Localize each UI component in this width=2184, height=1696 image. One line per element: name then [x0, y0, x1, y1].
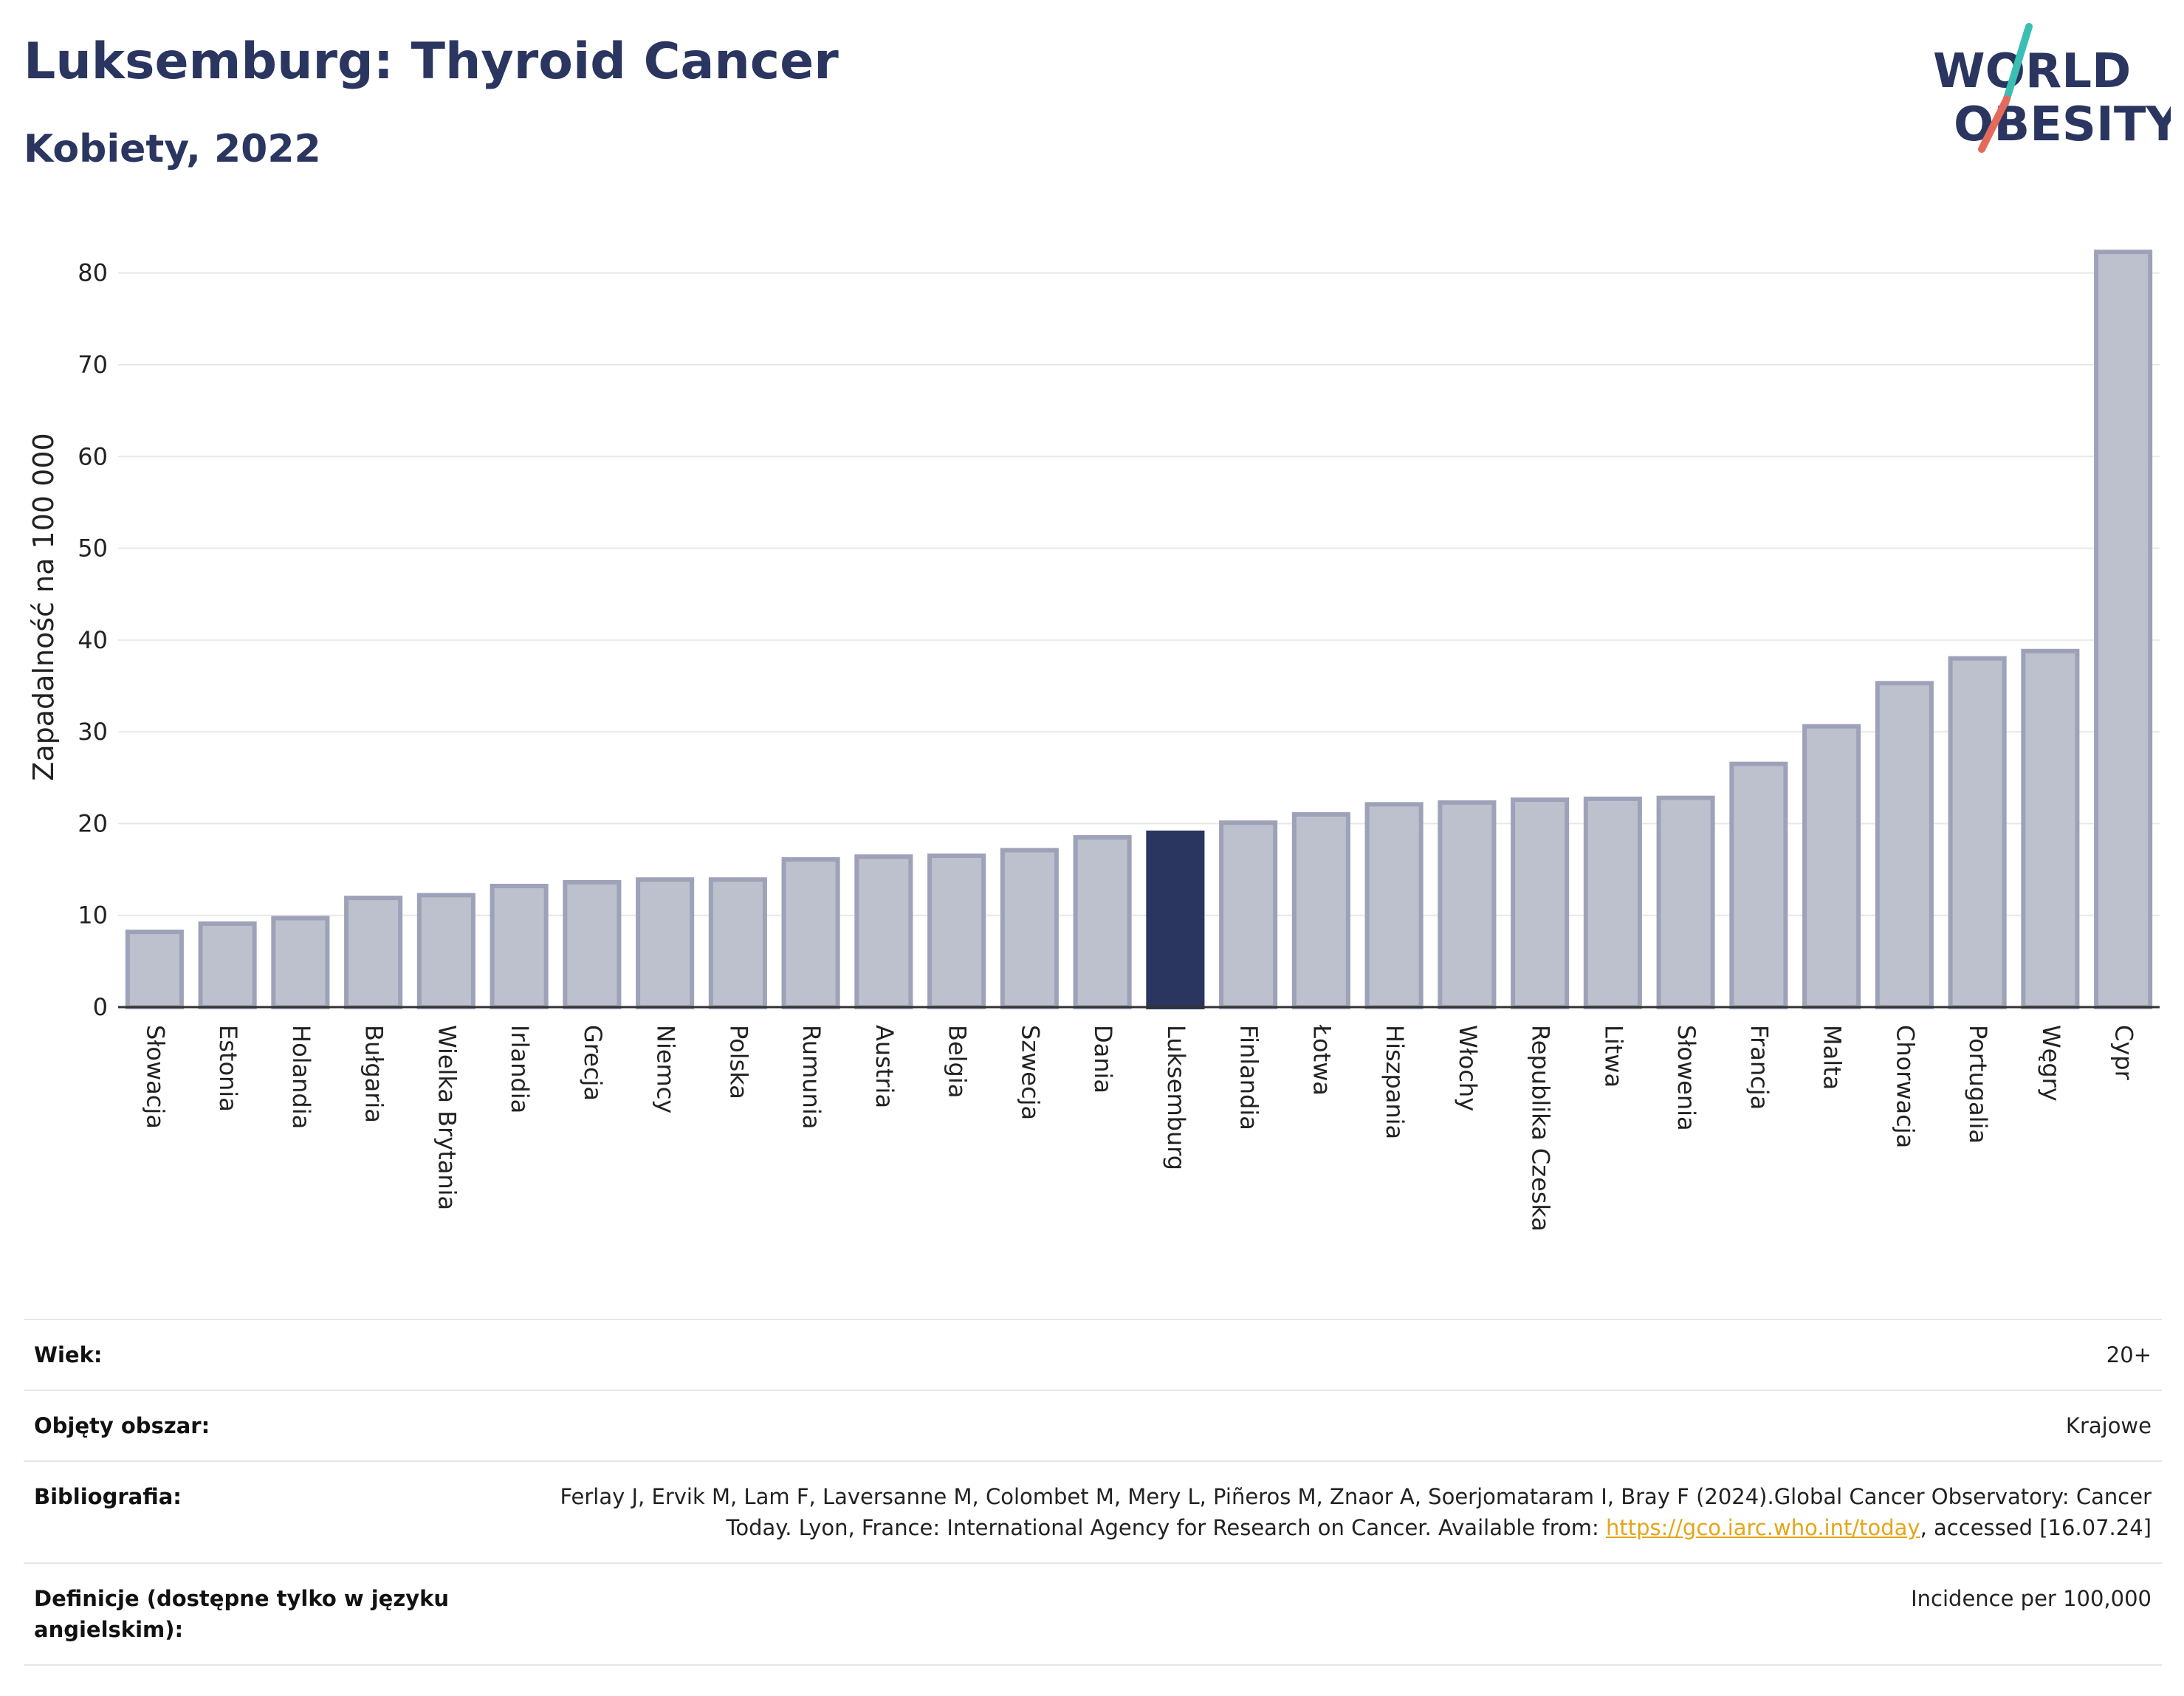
meta-value-bibliography: Ferlay J, Ervik M, Lam F, Laversanne M, … — [487, 1460, 2162, 1564]
bar[interactable] — [416, 893, 475, 1010]
y-tick-label: 10 — [78, 902, 108, 930]
bar[interactable] — [1511, 797, 1570, 1009]
bar[interactable] — [1291, 812, 1350, 1009]
x-tick-label: Cypr — [2110, 1025, 2138, 1081]
bar[interactable] — [563, 879, 622, 1009]
bar[interactable] — [708, 877, 767, 1009]
bar[interactable] — [344, 896, 403, 1009]
bar[interactable] — [1364, 802, 1424, 1010]
meta-value-definitions: Incidence per 100,000 — [487, 1562, 2162, 1666]
x-tick-label: Węgry — [2037, 1025, 2065, 1102]
y-tick-label: 30 — [78, 718, 108, 746]
bar[interactable] — [490, 883, 549, 1010]
y-tick-label: 0 — [93, 993, 108, 1021]
meta-label-definitions: Definicje (dostępne tylko w języku angie… — [24, 1562, 487, 1666]
y-tick-label: 60 — [78, 442, 108, 470]
logo-slash-top-icon — [2002, 23, 2033, 107]
meta-row-age: Wiek: 20+ — [24, 1319, 2162, 1391]
y-tick-label: 20 — [78, 809, 108, 837]
bar[interactable] — [781, 856, 840, 1010]
bar[interactable] — [854, 854, 913, 1009]
x-tick-label: Rumunia — [797, 1025, 825, 1129]
bar[interactable] — [1146, 830, 1205, 1010]
x-tick-label: Łotwa — [1308, 1024, 1336, 1096]
x-tick-label: Austria — [870, 1025, 899, 1108]
x-axis-labels: Słowacja Estonia Holandia Bułgaria Wielka Br… — [141, 1024, 2137, 1232]
bar[interactable] — [1729, 761, 1788, 1009]
x-tick-label: Polska — [724, 1025, 752, 1099]
bar[interactable] — [1219, 820, 1278, 1009]
y-axis-title: Zapadalność na 100 000 — [27, 433, 60, 780]
x-tick-label: Słowacja — [141, 1025, 169, 1129]
x-tick-label: Szwecja — [1016, 1025, 1044, 1120]
meta-label-age: Wiek: — [24, 1319, 487, 1391]
bar[interactable] — [1000, 848, 1059, 1009]
x-tick-label: Portugalia — [1964, 1025, 1992, 1144]
bar[interactable] — [1656, 795, 1715, 1009]
bar[interactable] — [1802, 724, 1861, 1010]
meta-value-age: 20+ — [487, 1319, 2162, 1391]
x-tick-label: Irlandia — [506, 1025, 534, 1113]
x-tick-label: Belgia — [944, 1025, 972, 1098]
x-tick-label: Dania — [1089, 1025, 1117, 1094]
bar[interactable] — [198, 921, 257, 1010]
x-tick-label: Włochy — [1454, 1025, 1482, 1111]
bar[interactable] — [636, 877, 695, 1009]
bar[interactable] — [2021, 648, 2080, 1009]
x-tick-label: Estonia — [214, 1025, 242, 1112]
x-tick-label: Litwa — [1599, 1025, 1627, 1088]
logo-slash-bottom-icon — [1978, 95, 2010, 153]
x-tick-label: Malta — [1819, 1025, 1847, 1090]
x-tick-label: Chorwacja — [1891, 1025, 1919, 1148]
x-tick-label: Finlandia — [1235, 1025, 1263, 1130]
meta-row-definitions: Definicje (dostępne tylko w języku angie… — [24, 1562, 2162, 1666]
metadata-table: Wiek: 20+ Objęty obszar: Krajowe Bibliog… — [24, 1319, 2162, 1666]
bar[interactable] — [1438, 800, 1497, 1010]
y-axis-ticks: 0 10 20 30 40 50 60 70 80 — [78, 259, 108, 1021]
x-tick-label: Luksemburg — [1162, 1025, 1190, 1170]
meta-label-coverage: Objęty obszar: — [24, 1390, 487, 1462]
logo-line1: WORLD — [1933, 44, 2131, 99]
bibliography-text: Ferlay J, Ervik M, Lam F, Laversanne M, … — [560, 1484, 2152, 1540]
bar[interactable] — [927, 853, 986, 1010]
x-tick-label: Słowenia — [1672, 1025, 1700, 1131]
x-tick-label: Grecja — [579, 1025, 607, 1101]
x-tick-label: Niemcy — [652, 1025, 680, 1113]
x-tick-label: Wielka Brytania — [433, 1025, 461, 1210]
bars-layer — [125, 250, 2153, 1010]
bibliography-accessed: , accessed [16.07.24] — [1920, 1515, 2152, 1540]
x-tick-label: Francja — [1745, 1025, 1773, 1110]
world-obesity-logo: WORLD OBESITY — [1933, 23, 2171, 153]
y-tick-label: 80 — [78, 259, 108, 287]
bar[interactable] — [271, 916, 330, 1010]
page-title: Luksemburg: Thyroid Cancer — [24, 32, 839, 91]
bar-chart: 0 10 20 30 40 50 60 70 80 Słowacja Estonia Holandi… — [27, 250, 2160, 1232]
bar[interactable] — [2094, 250, 2153, 1009]
page-subtitle: Kobiety, 2022 — [24, 127, 321, 171]
x-tick-label: Hiszpania — [1381, 1025, 1409, 1139]
bar[interactable] — [1948, 656, 2007, 1009]
bar[interactable] — [1583, 796, 1642, 1010]
x-tick-label: Republika Czeska — [1527, 1025, 1555, 1232]
y-tick-label: 70 — [78, 351, 108, 379]
bar[interactable] — [125, 930, 184, 1009]
x-tick-label: Holandia — [287, 1025, 315, 1129]
meta-row-bibliography: Bibliografia: Ferlay J, Ervik M, Lam F, … — [24, 1460, 2162, 1564]
meta-label-bibliography: Bibliografia: — [24, 1460, 487, 1564]
bibliography-link[interactable]: https://gco.iarc.who.int/today — [1605, 1515, 1920, 1540]
bar[interactable] — [1875, 681, 1934, 1009]
y-tick-label: 50 — [78, 535, 108, 563]
bar[interactable] — [1073, 835, 1132, 1009]
x-tick-label: Bułgaria — [360, 1025, 388, 1123]
meta-value-coverage: Krajowe — [487, 1390, 2162, 1462]
meta-row-coverage: Objęty obszar: Krajowe — [24, 1390, 2162, 1462]
y-tick-label: 40 — [78, 626, 108, 654]
